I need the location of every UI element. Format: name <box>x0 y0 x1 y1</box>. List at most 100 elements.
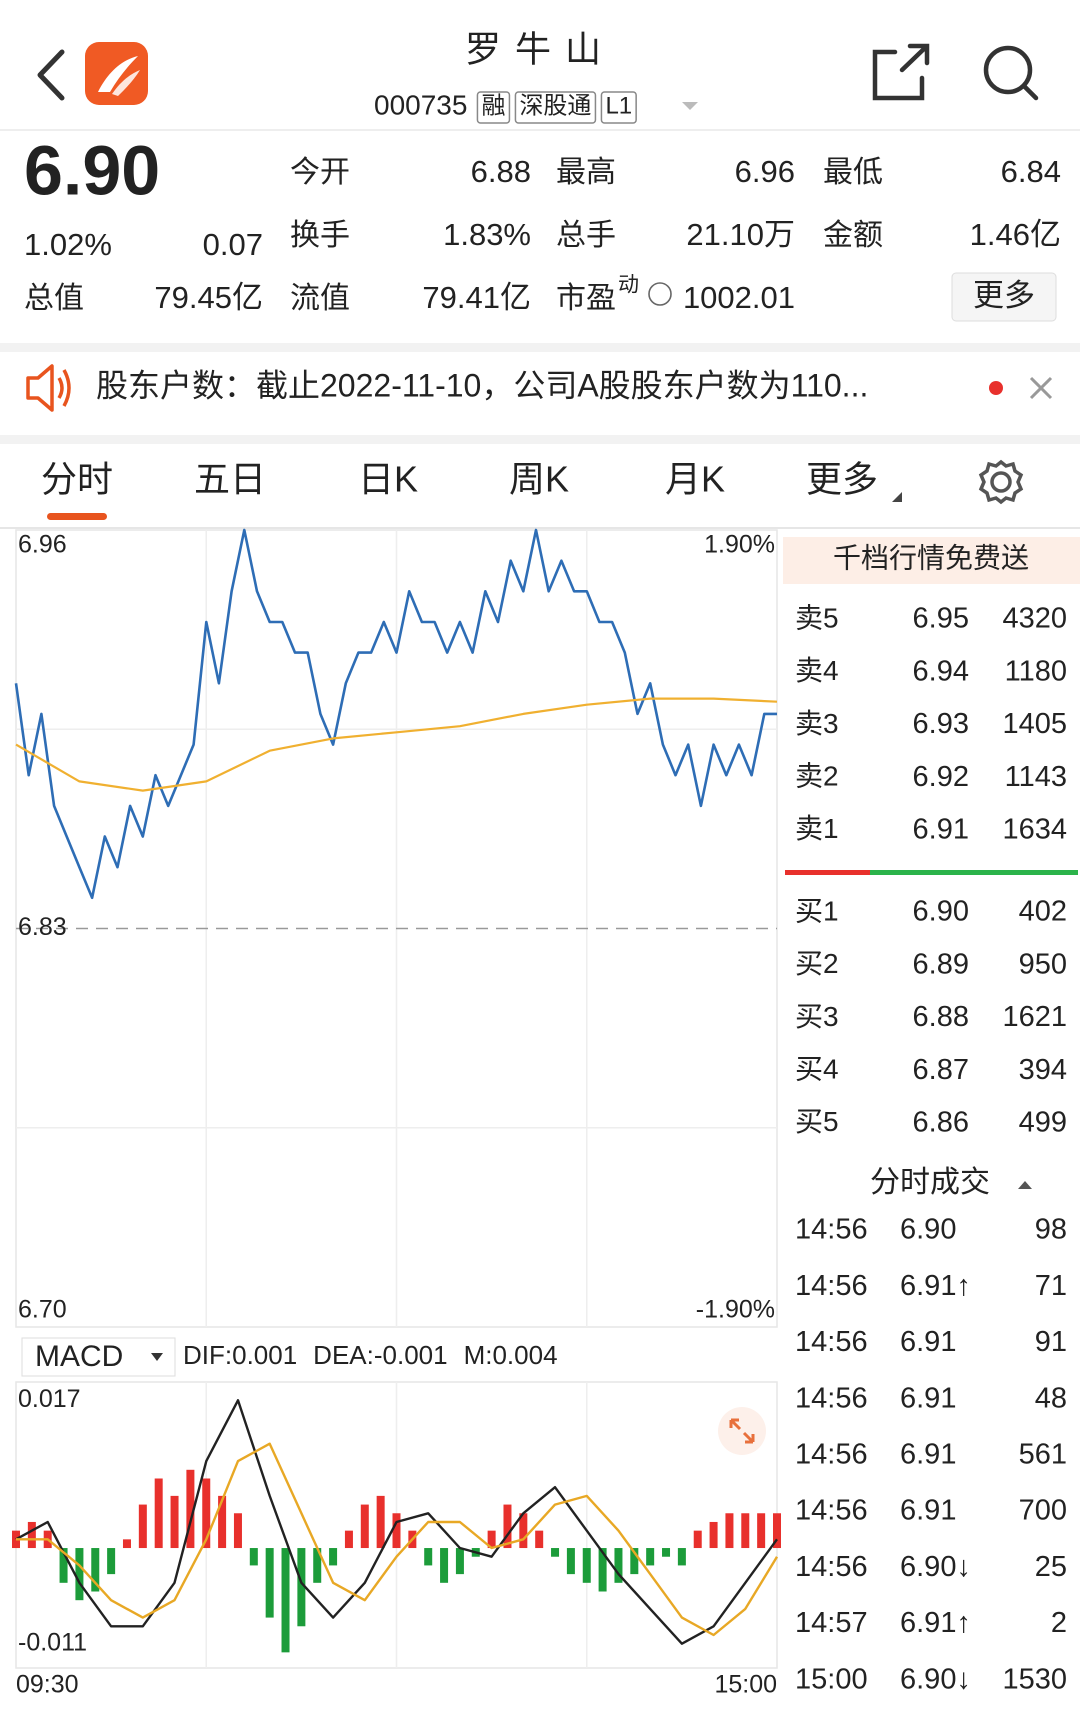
macd-bar <box>107 1548 116 1575</box>
macd-bar <box>281 1548 290 1653</box>
macd-bar <box>741 1513 750 1549</box>
book-volume: 1634 <box>1002 813 1067 845</box>
change-amount: 0.07 <box>203 227 263 262</box>
collapse-arrow[interactable] <box>1018 1181 1032 1189</box>
macd-line <box>15 1399 778 1645</box>
field-value: 1.83% <box>443 217 531 252</box>
book-level: 买2 <box>795 948 839 979</box>
field-label: 总手 <box>556 219 616 252</box>
book-level: 卖2 <box>795 760 839 791</box>
dropdown-arrow[interactable] <box>682 102 698 110</box>
macd-bar <box>75 1548 84 1601</box>
book-level: 卖5 <box>795 602 839 633</box>
stock-tag: 融 <box>481 92 505 119</box>
x-tick-label: 09:30 <box>16 1671 79 1699</box>
macd-bar <box>138 1504 147 1549</box>
y-tick-label: 6.83 <box>18 913 67 941</box>
macd-bar <box>154 1478 163 1549</box>
book-price: 6.87 <box>913 1054 969 1086</box>
book-price: 6.88 <box>913 1001 969 1033</box>
buy-ratio-bar <box>870 870 1078 875</box>
tab[interactable]: 更多 <box>806 459 878 500</box>
info-icon[interactable] <box>648 282 672 306</box>
trade-price: 6.91 <box>900 1495 956 1527</box>
macd-bar <box>360 1504 369 1549</box>
tab[interactable]: 五日 <box>194 459 266 500</box>
trade-time: 14:57 <box>795 1607 868 1639</box>
macd-bar <box>249 1548 258 1566</box>
book-volume: 1143 <box>1005 761 1067 793</box>
macd-bar <box>662 1548 671 1557</box>
macd-bar <box>344 1530 353 1549</box>
y2-tick-label: -1.90% <box>696 1296 775 1324</box>
field-label: 换手 <box>290 219 350 252</box>
trade-volume: 98 <box>1035 1214 1067 1246</box>
macd-bar <box>186 1469 195 1549</box>
macd-bar <box>455 1548 464 1575</box>
book-volume: 1621 <box>1002 1001 1067 1033</box>
book-level: 卖1 <box>795 813 839 844</box>
macd-bar <box>218 1495 227 1549</box>
macd-line <box>16 1442 779 1637</box>
tab[interactable]: 分时 <box>41 459 113 500</box>
trade-price: 6.90 <box>900 1214 956 1246</box>
unread-dot <box>989 381 1003 395</box>
macd-chart: DIF:0.001 DEA:-0.001 M:0.004 0.017 -0.011 09:… <box>12 1340 781 1699</box>
promo-text[interactable]: 千档行情免费送 <box>833 542 1029 573</box>
more-label[interactable]: 更多 <box>973 278 1035 313</box>
trade-time: 14:56 <box>795 1382 868 1414</box>
tab[interactable]: 周K <box>509 459 569 500</box>
indicator-select[interactable]: MACD <box>21 1337 176 1377</box>
expand-button[interactable] <box>718 1407 766 1455</box>
separator <box>0 435 1080 444</box>
field-label: 总值 <box>24 282 84 315</box>
indicator-name[interactable]: MACD <box>35 1340 123 1373</box>
book-volume: 402 <box>1019 896 1067 928</box>
book-price: 6.86 <box>913 1106 969 1138</box>
book-price: 6.95 <box>913 603 969 635</box>
tab[interactable]: 月K <box>665 459 725 500</box>
macd-bar <box>59 1548 68 1583</box>
macd-bar <box>709 1521 718 1549</box>
tag-box <box>476 91 511 124</box>
book-volume: 1180 <box>1005 655 1067 687</box>
book-volume: 394 <box>1019 1054 1067 1086</box>
chart-tabs: 分时 五日 日K 周K 月K 更多 <box>41 459 902 520</box>
macd-bar <box>170 1495 179 1549</box>
notice-text[interactable]: 股东户数：截止2022-11-10，公司A股股东户数为110... <box>96 367 868 403</box>
trade-price: 6.91 <box>900 1326 956 1358</box>
settings-button[interactable] <box>978 459 1024 505</box>
search-button[interactable] <box>983 45 1039 101</box>
back-button[interactable] <box>37 49 65 101</box>
macd-bar <box>598 1548 607 1592</box>
share-button[interactable] <box>872 43 930 101</box>
field-label: 流值 <box>290 282 350 315</box>
close-notice[interactable] <box>1029 376 1053 400</box>
trade-price: 6.91↑ <box>900 1270 971 1302</box>
macd-bar <box>91 1548 100 1592</box>
trade-volume: 48 <box>1035 1382 1067 1414</box>
y-tick-label: 0.017 <box>18 1385 81 1413</box>
info-circle[interactable] <box>648 282 672 306</box>
separator <box>0 343 1080 352</box>
macd-bar <box>440 1548 449 1583</box>
change-percent: 1.02% <box>24 227 112 262</box>
trades-list: 14:56 6.90 98 14:56 6.91↑ 71 14:56 6.91 91 14:56 6… <box>795 1214 1067 1696</box>
macd-bar <box>233 1513 242 1549</box>
field-value: 21.10万 <box>686 217 795 252</box>
macd-bar <box>773 1513 781 1549</box>
trade-time: 15:00 <box>795 1663 868 1695</box>
more-button[interactable]: 更多 <box>951 272 1057 322</box>
book-volume: 1405 <box>1002 708 1067 740</box>
book-level: 买3 <box>795 1001 839 1032</box>
tab[interactable]: 日K <box>358 459 418 500</box>
price-chart: 6.96 6.83 6.70 1.90% -1.90% <box>14 528 778 1328</box>
stock-code: 000735 <box>374 89 467 120</box>
trade-time: 14:56 <box>795 1270 868 1302</box>
macd-bar <box>725 1513 734 1549</box>
y-tick-label: -0.011 <box>18 1628 87 1656</box>
promo-banner[interactable] <box>783 537 1080 584</box>
trade-time: 14:56 <box>795 1551 868 1583</box>
tag-box <box>514 91 597 124</box>
